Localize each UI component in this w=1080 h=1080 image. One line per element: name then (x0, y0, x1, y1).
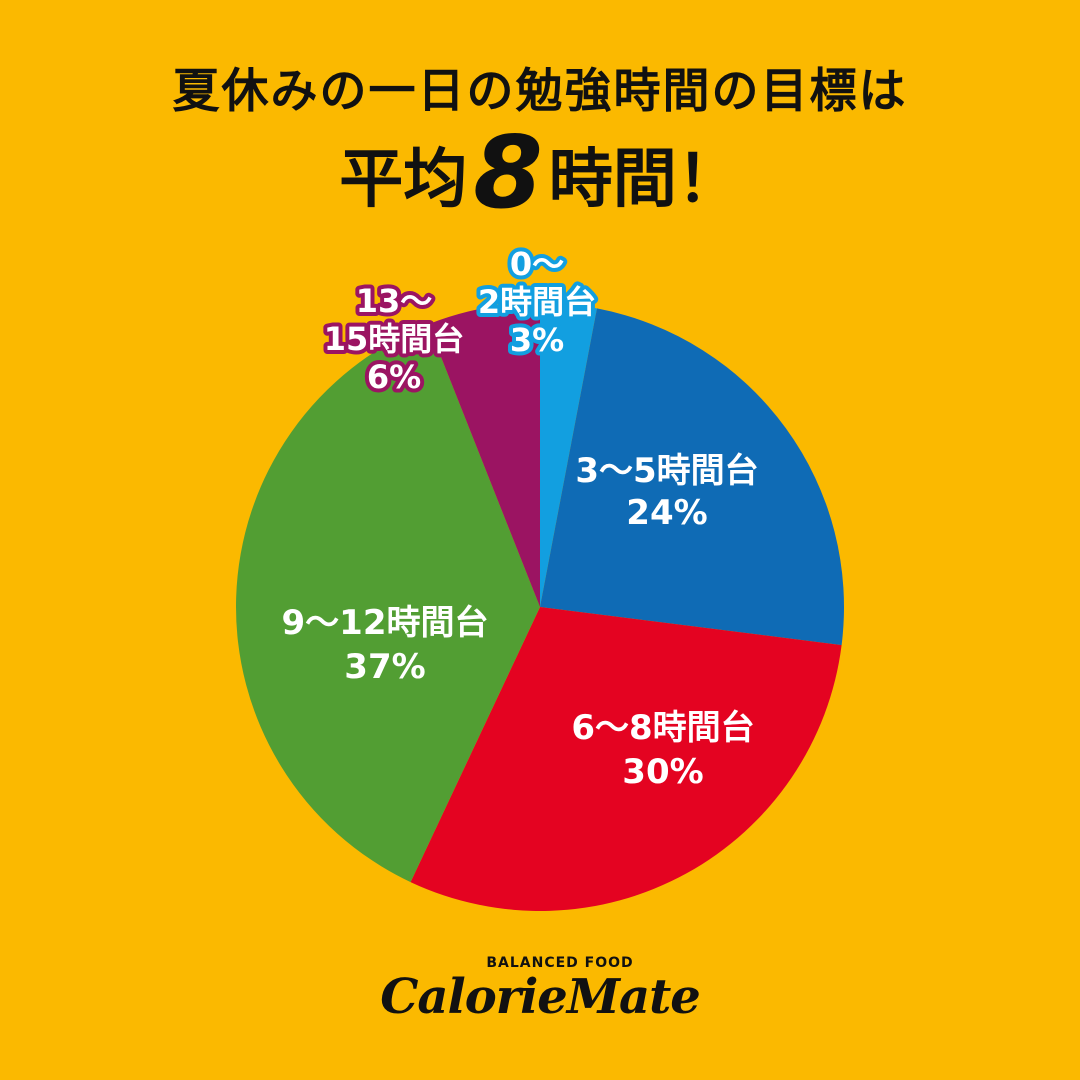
pie-slice (410, 607, 842, 911)
slice-label-line: 3〜5時間台 (575, 451, 758, 491)
slice-label-line: 30% (622, 752, 703, 792)
slice-label-line: 3% (510, 321, 564, 359)
title-suffix: 時間！ (548, 143, 741, 217)
slice-label-line: 9〜12時間台 (282, 603, 489, 643)
slice-label-line: 13〜 (356, 282, 433, 320)
title-line-2: 平均8時間！ (0, 123, 1080, 225)
slice-label: 3〜5時間台 24% (575, 451, 758, 533)
pie-slice (540, 308, 844, 646)
title-number: 8 (473, 114, 543, 231)
pie-slice (236, 324, 540, 883)
title-line-1: 夏休みの一日の勉強時間の目標は (172, 64, 908, 119)
pie-slice (540, 303, 597, 607)
logo-wordmark: CalorieMate (380, 969, 701, 1025)
slice-label-line: 15時間台 (324, 320, 465, 358)
slice-label-line: 24% (626, 493, 707, 533)
slice-label-line: 0〜 (510, 245, 564, 283)
brand-logo: BALANCED FOOD CalorieMate (0, 955, 1080, 1023)
slice-label-line: 2時間台 (478, 283, 596, 321)
slice-label: 0〜 2時間台 3% (478, 245, 596, 359)
slice-label: 9〜12時間台 37% (282, 603, 489, 687)
pie-slice (428, 303, 540, 607)
slice-label-line: 6% (367, 358, 421, 396)
slice-label-line: 6〜8時間台 (571, 708, 754, 748)
slice-label: 13〜 15時間台 6% (324, 282, 465, 396)
logo-tagline: BALANCED FOOD (486, 955, 634, 971)
title-prefix: 平均 (339, 143, 468, 217)
slice-label-line: 37% (344, 647, 425, 687)
slice-label: 6〜8時間台 30% (571, 708, 754, 792)
